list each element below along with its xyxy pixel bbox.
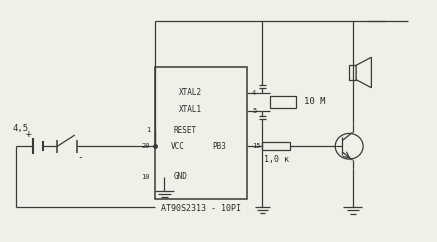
Text: +: + [25,129,31,139]
Bar [262,142,290,150]
Text: 1,0 к: 1,0 к [264,155,289,164]
Text: PB3: PB3 [212,142,226,151]
Text: XTAL1: XTAL1 [179,105,201,114]
Text: 1: 1 [146,127,150,133]
Text: 10 M: 10 M [304,98,326,106]
Text: 4: 4 [252,90,256,96]
Bar [271,96,296,108]
Text: GND: GND [174,172,188,181]
Text: XTAL2: XTAL2 [179,88,201,97]
Text: 20: 20 [142,143,150,149]
Bar [349,65,356,80]
Text: 5: 5 [252,107,256,113]
Bar [155,67,247,199]
Text: -: - [77,152,83,162]
Polygon shape [356,57,371,88]
Text: 4,5: 4,5 [12,124,28,133]
Text: RESET: RESET [174,126,197,135]
Text: 15: 15 [252,143,260,149]
Text: 10: 10 [142,174,150,180]
Text: AT90S2313 - 10PI: AT90S2313 - 10PI [161,204,241,212]
Text: VCC: VCC [171,142,185,151]
